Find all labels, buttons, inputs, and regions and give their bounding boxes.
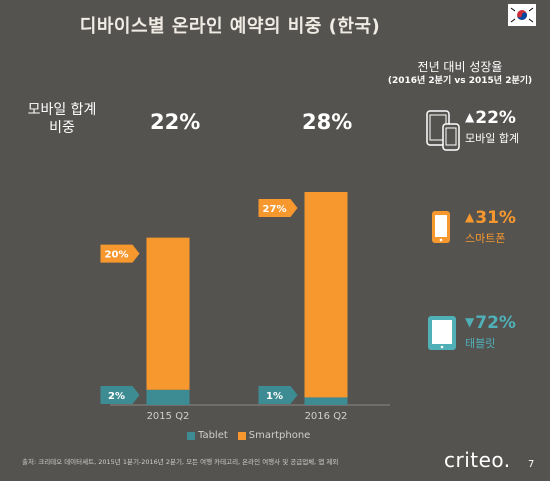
- growth-label-smartphone: 스마트폰: [465, 232, 506, 245]
- smartphone-icon: [432, 211, 450, 243]
- growth-value-tablet: ▼72%: [465, 313, 516, 333]
- data-label-smartphone-1: 27%: [263, 204, 287, 215]
- legend-item-tablet: Tablet: [187, 430, 228, 441]
- bar-smartphone-1: [304, 192, 348, 398]
- chart-legend: Tablet Smartphone: [187, 430, 320, 441]
- devices-icon: [426, 110, 460, 151]
- tablet-icon: [428, 316, 456, 350]
- x-tick-label-0: 2015 Q2: [147, 411, 190, 422]
- data-callout-tablet-1: [258, 386, 298, 404]
- legend-swatch-smartphone: [237, 431, 246, 440]
- data-label-tablet-1: 1%: [266, 391, 283, 402]
- arrow-down-icon: ▼: [465, 315, 475, 329]
- bar-tablet-0: [146, 389, 190, 405]
- legend-label-tablet: Tablet: [198, 430, 228, 441]
- criteo-logo: criteo.: [444, 448, 511, 472]
- growth-subtitle: (2016년 2분기 vs 2015년 2분기): [387, 76, 533, 86]
- legend-item-smartphone: Smartphone: [237, 430, 311, 441]
- growth-header: 전년 대비 성장율 (2016년 2분기 vs 2015년 2분기): [370, 60, 550, 88]
- bar-tablet-1: [304, 397, 348, 405]
- mobile-total-label: 모바일 합계 비중: [27, 102, 97, 136]
- data-callout-tablet-0: [100, 386, 140, 404]
- arrow-up-icon: ▲: [465, 210, 475, 224]
- source-note: 출처: 크리테오 데이터세트, 2015년 1분기-2016년 2분기, 모든 …: [22, 458, 339, 466]
- growth-value-mobile: ▲22%: [465, 108, 516, 128]
- arrow-up-icon: ▲: [465, 110, 475, 124]
- growth-title: 전년 대비 성장율: [417, 60, 503, 74]
- data-label-smartphone-0: 20%: [105, 250, 129, 261]
- legend-label-smartphone: Smartphone: [248, 430, 311, 441]
- x-tick-label-1: 2016 Q2: [305, 411, 348, 422]
- korea-flag-icon: [508, 4, 536, 26]
- page-title: 디바이스별 온라인 예약의 비중 (한국): [79, 16, 381, 37]
- data-callout-smartphone-1: [258, 199, 298, 217]
- growth-value-smartphone: ▲31%: [465, 208, 516, 228]
- data-label-tablet-0: 2%: [108, 391, 125, 402]
- growth-label-mobile: 모바일 합계: [465, 132, 520, 145]
- growth-label-tablet: 태블릿: [465, 337, 496, 350]
- total-2015: 22%: [150, 110, 201, 134]
- legend-swatch-tablet: [187, 431, 195, 440]
- page-number: 7: [528, 459, 535, 470]
- bar-smartphone-0: [146, 237, 190, 390]
- total-2016: 28%: [302, 110, 353, 134]
- data-callout-smartphone-0: [100, 244, 140, 263]
